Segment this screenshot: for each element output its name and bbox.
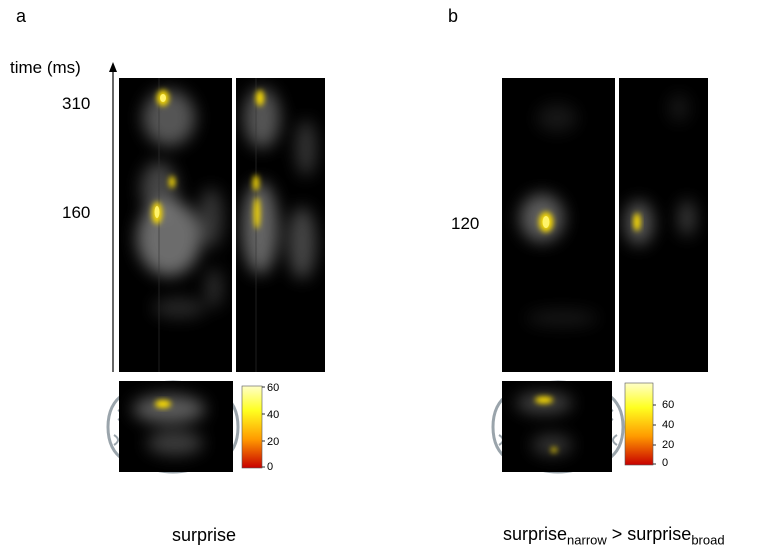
spm-map-b-left [502, 78, 615, 372]
colorbar-a-tick-0: 0 [267, 461, 274, 473]
panel-b-letter: b [448, 6, 459, 26]
caption-b-main: surprise [503, 524, 568, 544]
spm-map-a-right [236, 78, 325, 372]
time-axis-arrow [109, 62, 117, 372]
caption-b-mid: > surprise [606, 524, 692, 544]
time-tick-160: 160 [62, 203, 91, 222]
colorbar-b-tick-0: 0 [662, 457, 669, 469]
caption-b: surprisenarrow > surprisebroad [503, 524, 725, 548]
colorbar-a-tick-40: 40 [267, 409, 280, 421]
panel-a-letter: a [16, 6, 27, 26]
colorbar-a-tick-20: 20 [267, 436, 280, 448]
time-tick-310: 310 [62, 94, 91, 113]
colorbar-a-tick-60: 60 [267, 382, 280, 394]
colorbar-b [621, 381, 681, 469]
caption-a: surprise [172, 525, 237, 545]
spm-map-b-right [619, 78, 708, 372]
spm-map-a-axial [119, 381, 233, 472]
spm-map-b-axial [502, 381, 612, 472]
caption-b-sub-narrow: narrow [567, 532, 607, 548]
time-axis-label: time (ms) [10, 58, 81, 77]
caption-b-sub-broad: broad [691, 532, 725, 548]
colorbar-a [238, 384, 298, 472]
colorbar-b-tick-60: 60 [662, 399, 675, 411]
colorbar-b-tick-40: 40 [662, 419, 675, 431]
colorbar-b-tick-20: 20 [662, 439, 675, 451]
time-tick-120: 120 [451, 214, 480, 233]
spm-map-a-left [119, 78, 232, 372]
